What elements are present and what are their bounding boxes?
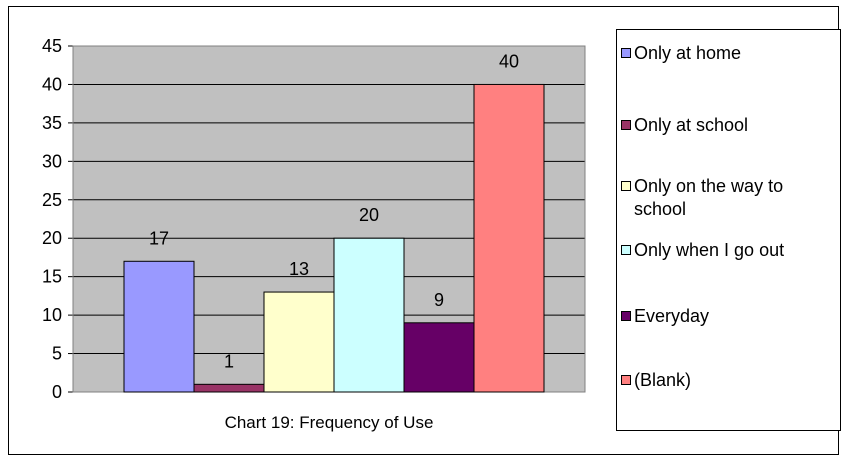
y-tick-label: 5 (52, 344, 62, 364)
legend-item: Only at school (621, 114, 836, 137)
legend-item: Only on the way to school (621, 175, 836, 221)
legend-label: Only at home (634, 43, 742, 63)
data-labels: 17 1 13 20 9 40 (149, 51, 519, 371)
legend-swatch (621, 375, 631, 385)
y-tick-label: 10 (42, 305, 62, 325)
y-tick-label: 0 (52, 382, 62, 402)
data-label: 40 (499, 51, 519, 71)
bar (263, 291, 335, 393)
legend-item: (Blank) (621, 369, 836, 392)
legend-swatch (621, 311, 631, 321)
y-tick-label: 40 (42, 74, 62, 94)
y-tick-label: 30 (42, 151, 62, 171)
y-tick-label: 20 (42, 228, 62, 248)
legend-label: (Blank) (634, 370, 692, 390)
bar (473, 83, 545, 393)
y-axis: 0 5 10 15 20 25 30 35 40 45 (42, 36, 586, 402)
legend-item: Only when I go out (621, 239, 836, 262)
legend-swatch (621, 245, 631, 255)
bars (123, 83, 545, 393)
data-label: 20 (359, 205, 379, 225)
legend-label: Only at school (634, 115, 749, 135)
data-label: 17 (149, 228, 169, 248)
bar (193, 383, 265, 393)
bar (123, 260, 195, 393)
x-axis-caption: Chart 19: Frequency of Use (225, 413, 434, 432)
legend-swatch (621, 120, 631, 130)
legend-item: Only at home (621, 42, 836, 65)
legend-label: Only on the way to school (634, 176, 784, 219)
y-tick-label: 25 (42, 190, 62, 210)
bar (403, 322, 475, 393)
data-label: 9 (434, 290, 444, 310)
y-tick-label: 35 (42, 113, 62, 133)
legend-item: Everyday (621, 305, 836, 328)
legend-label: Only when I go out (634, 240, 785, 260)
data-label: 1 (224, 351, 234, 371)
bar (333, 237, 405, 393)
legend-swatch (621, 48, 631, 58)
legend: Only at home Only at school Only on the wa… (616, 29, 841, 431)
legend-swatch (621, 181, 631, 191)
data-label: 13 (289, 259, 309, 279)
y-tick-label: 15 (42, 267, 62, 287)
y-tick-label: 45 (42, 36, 62, 56)
legend-label: Everyday (634, 306, 710, 326)
